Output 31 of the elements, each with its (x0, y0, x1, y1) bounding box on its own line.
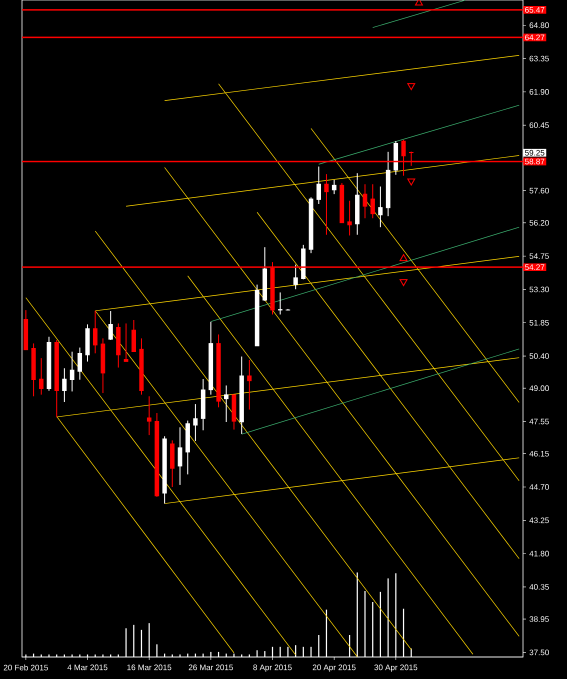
y-tick-label: 38.95 (530, 616, 549, 622)
y-tick-label: 46.15 (529, 450, 549, 457)
ref-line-label: 65.47 (525, 7, 544, 13)
y-tick-label: 53.30 (530, 286, 549, 292)
x-tick-label: 26 Mar 2015 (188, 664, 233, 670)
ref-line-label: 54.27 (525, 264, 544, 270)
y-tick-label: 41.80 (529, 550, 549, 556)
ref-line-label: 64.27 (525, 34, 544, 40)
y-tick-label: 51.85 (530, 320, 549, 326)
y-tick-label: 43.25 (529, 517, 549, 524)
y-tick-label: 60.45 (530, 122, 549, 128)
y-tick-label: 50.40 (530, 353, 549, 359)
y-tick-label: 40.35 (529, 584, 549, 590)
x-tick-label: 8 Apr 2015 (253, 664, 292, 672)
y-tick-label: 61.90 (530, 89, 549, 95)
y-tick-label: 63.35 (530, 56, 549, 62)
annotation: 59.25 (525, 150, 544, 156)
y-tick-label: 49.00 (529, 385, 549, 392)
x-tick-label: 16 Mar 2015 (127, 664, 172, 670)
ref-line-label: 58.87 (525, 158, 544, 164)
x-tick-label: 20 Apr 2015 (312, 664, 356, 672)
y-tick-label: 54.75 (530, 253, 549, 259)
y-tick-label: 57.60 (530, 188, 549, 194)
y-tick-label: 64.80 (530, 22, 549, 28)
y-tick-label: 37.50 (530, 650, 549, 656)
y-tick-label: 47.55 (529, 418, 549, 424)
x-tick-label: 30 Apr 2015 (374, 664, 418, 672)
y-tick-label: 56.20 (530, 220, 549, 226)
x-tick-label: 20 Feb 2015 (4, 664, 48, 670)
x-tick-label: 4 Mar 2015 (67, 664, 108, 670)
y-tick-label: 44.70 (529, 484, 549, 490)
